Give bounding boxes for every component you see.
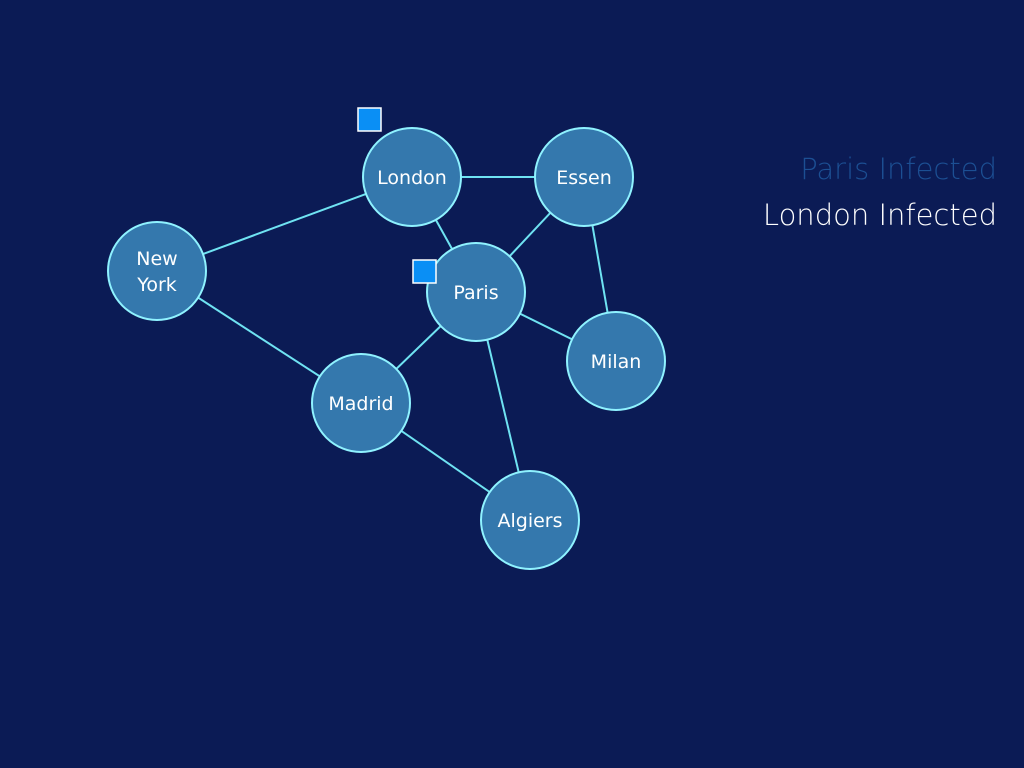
city-circle-algiers bbox=[480, 470, 580, 570]
infection-cube-paris bbox=[412, 259, 437, 284]
city-circle-london bbox=[362, 127, 462, 227]
city-label-milan: Milan bbox=[591, 351, 642, 373]
city-circle-milan bbox=[566, 311, 666, 411]
event-paris-infected: Paris Infected bbox=[800, 152, 997, 186]
city-label-london: London bbox=[377, 167, 447, 189]
infection-event-list: Paris Infected London Infected bbox=[763, 146, 997, 238]
city-node-madrid[interactable]: Madrid bbox=[311, 353, 411, 453]
city-node-new-york[interactable]: New York bbox=[107, 221, 207, 321]
event-london-infected: London Infected bbox=[762, 198, 997, 232]
city-label-paris: Paris bbox=[453, 282, 498, 304]
city-label-essen: Essen bbox=[556, 167, 612, 189]
city-label-madrid: Madrid bbox=[328, 393, 393, 415]
city-node-milan[interactable]: Milan bbox=[566, 311, 666, 411]
connections-layer bbox=[156, 176, 617, 521]
city-circle-essen bbox=[534, 127, 634, 227]
cities-layer: London Essen New York Paris Milan Madrid Algier… bbox=[107, 127, 666, 570]
city-circle-new-york bbox=[107, 221, 207, 321]
infection-cube-london bbox=[357, 107, 382, 132]
city-node-paris[interactable]: Paris bbox=[426, 242, 526, 342]
city-node-algiers[interactable]: Algiers bbox=[480, 470, 580, 570]
city-circle-madrid bbox=[311, 353, 411, 453]
city-label-algiers: Algiers bbox=[497, 510, 562, 532]
infection-cubes-layer bbox=[357, 107, 437, 284]
city-label-new-york: New York bbox=[136, 248, 177, 296]
city-circle-paris bbox=[426, 242, 526, 342]
city-node-london[interactable]: London bbox=[362, 127, 462, 227]
city-node-essen[interactable]: Essen bbox=[534, 127, 634, 227]
